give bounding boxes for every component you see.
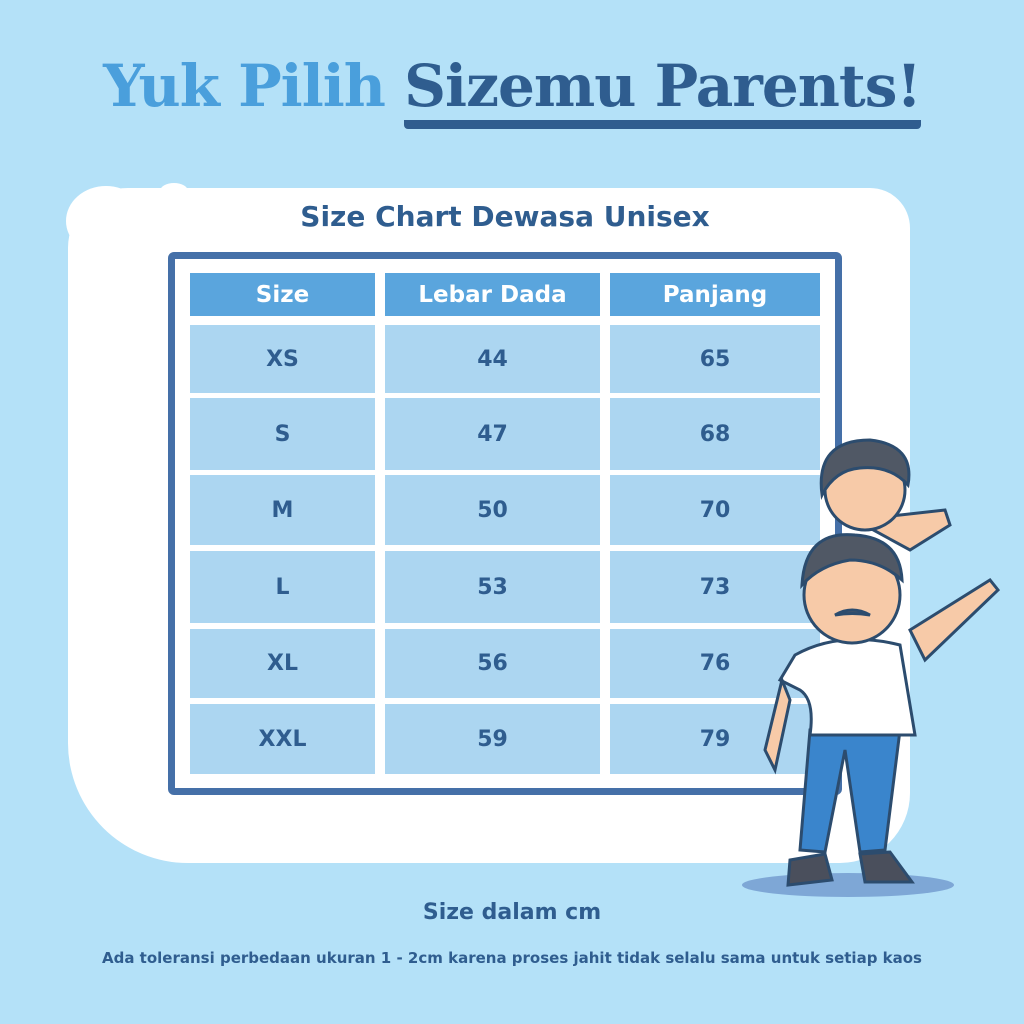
shoes xyxy=(786,850,915,887)
cell-size: L xyxy=(190,551,375,623)
father-son-illustration xyxy=(742,438,1001,897)
cell-lebar-dada: 59 xyxy=(385,704,600,774)
unit-note: Size dalam cm xyxy=(422,900,602,925)
cell-panjang: 68 xyxy=(610,398,820,470)
blob-drop-small xyxy=(160,183,188,199)
cell-lebar-dada: 44 xyxy=(385,325,600,393)
chart-title: Size Chart Dewasa Unisex xyxy=(300,200,710,233)
pants xyxy=(798,728,902,854)
column-header-panjang: Panjang xyxy=(610,273,820,316)
shadow xyxy=(742,873,954,897)
tolerance-note: Ada toleransi perbedaan ukuran 1 - 2cm k… xyxy=(101,949,922,967)
column-header-size: Size xyxy=(190,273,375,316)
arm-left xyxy=(763,675,792,775)
cell-panjang: 65 xyxy=(610,325,820,393)
page-title: Yuk Pilih Sizemu Parents! xyxy=(0,52,1024,129)
title-part2: Sizemu Parents! xyxy=(404,52,922,129)
cell-size: S xyxy=(190,398,375,470)
shirt xyxy=(777,637,917,737)
blob-drop xyxy=(66,186,146,256)
cell-size: XL xyxy=(190,629,375,698)
title-part1: Yuk Pilih xyxy=(103,52,386,120)
size-table: Size Lebar Dada Panjang XS 44 65 S 47 68 M 50 70 L 53… xyxy=(168,252,842,795)
cell-lebar-dada: 50 xyxy=(385,475,600,545)
cell-panjang: 70 xyxy=(610,475,820,545)
column-header-lebar-dada: Lebar Dada xyxy=(385,273,600,316)
arm-pointing xyxy=(908,578,1001,663)
kid-hair xyxy=(819,438,911,500)
mustache xyxy=(834,608,871,617)
cell-panjang: 73 xyxy=(610,551,820,623)
father-hair xyxy=(800,533,904,590)
cell-lebar-dada: 47 xyxy=(385,398,600,470)
cell-lebar-dada: 53 xyxy=(385,551,600,623)
cell-lebar-dada: 56 xyxy=(385,629,600,698)
cell-size: XS xyxy=(190,325,375,393)
cell-size: M xyxy=(190,475,375,545)
cell-size: XXL xyxy=(190,704,375,774)
